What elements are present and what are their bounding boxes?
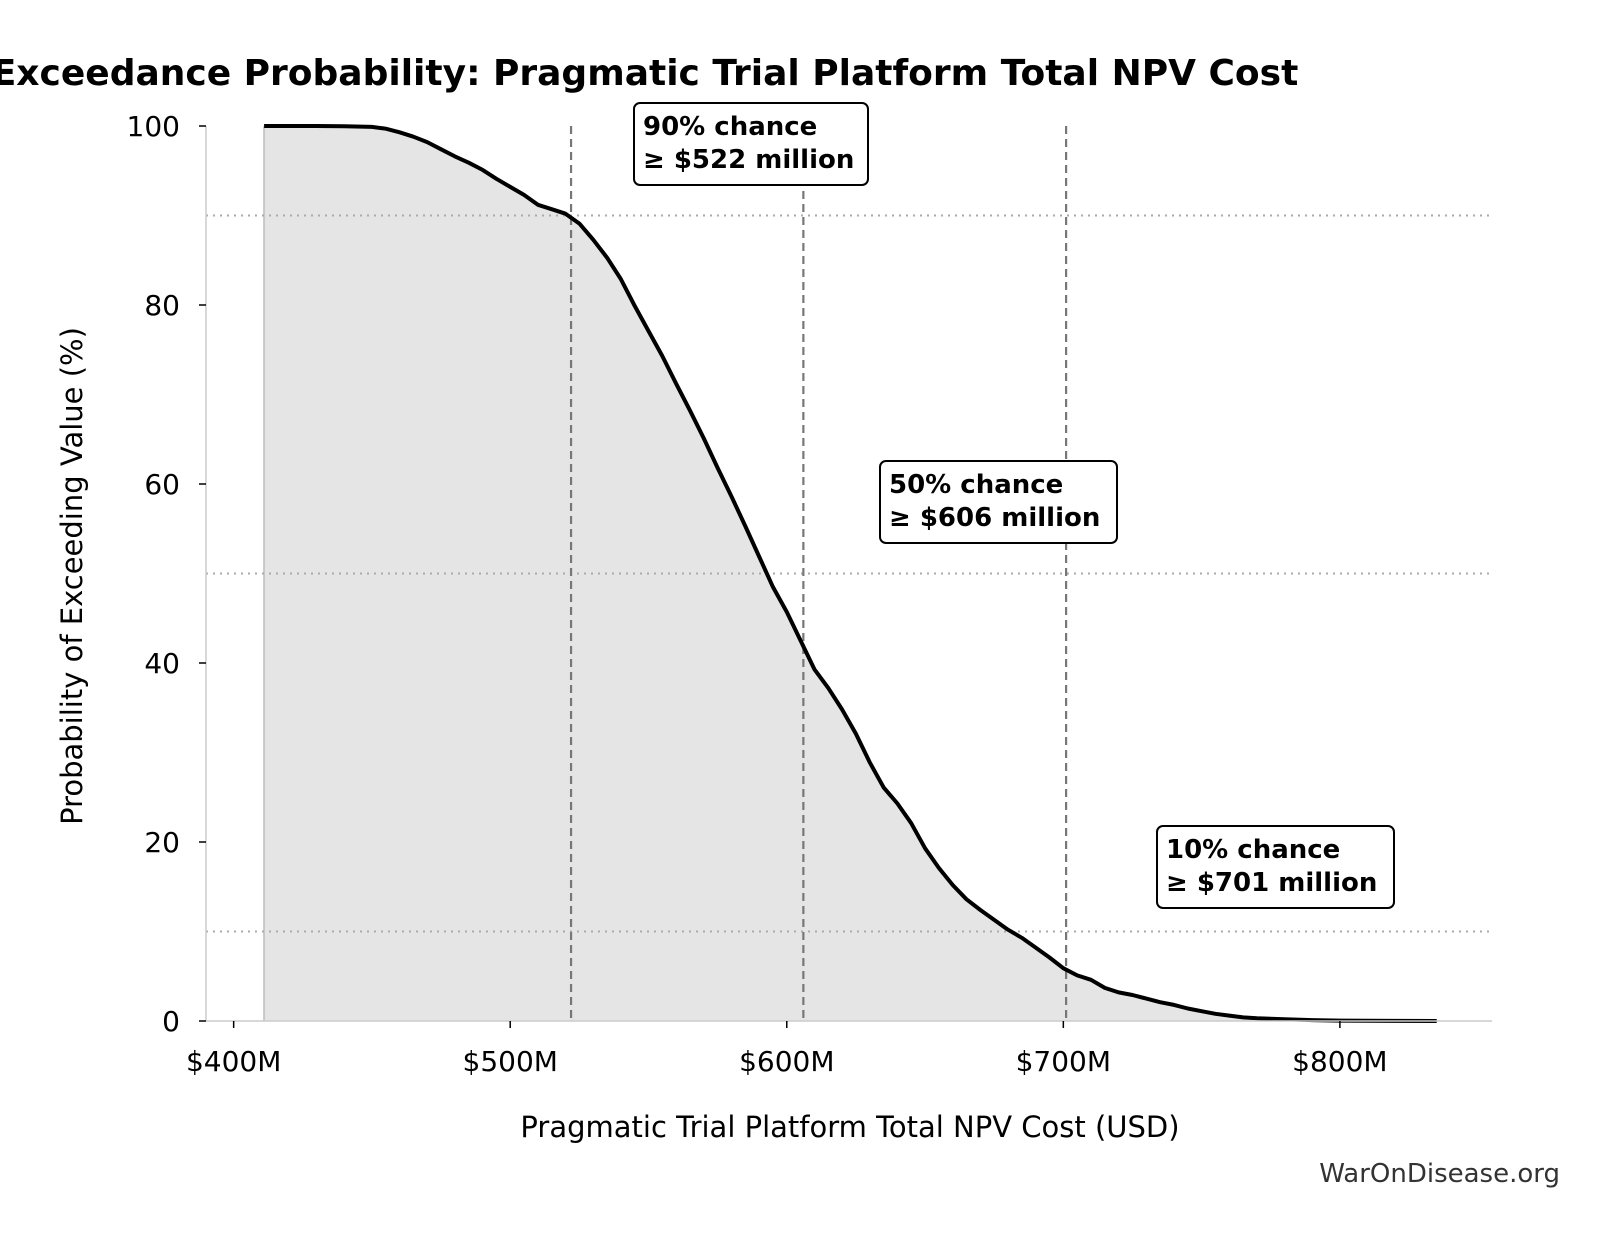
annotation-box-p90 [633, 102, 869, 186]
annotation-p90-line2: ≥ $522 million [643, 145, 854, 175]
x-axis-ticks: $400M $500M $600M $700M $800M [186, 1021, 1388, 1078]
x-tick-label: $500M [463, 1045, 558, 1078]
annotation-p50-line1: 50% chance [889, 470, 1063, 500]
x-tick-label: $700M [1016, 1045, 1111, 1078]
annotation-p50: 50% chance ≥ $606 million [879, 460, 1118, 544]
y-tick-label: 60 [144, 468, 180, 501]
exceedance-area-fill [264, 126, 1437, 1021]
vertical-reference-lines [569, 126, 1068, 1021]
y-tick-label: 0 [162, 1005, 180, 1038]
x-axis-label: Pragmatic Trial Platform Total NPV Cost … [520, 1110, 1179, 1144]
x-tick-label: $600M [739, 1045, 834, 1078]
annotation-box-p50 [879, 460, 1118, 544]
y-tick-label: 100 [127, 110, 180, 143]
watermark: WarOnDisease.org [1319, 1159, 1560, 1189]
annotation-p90-line1: 90% chance [643, 112, 817, 142]
y-tick-label: 40 [144, 647, 180, 680]
y-tick-label: 80 [144, 289, 180, 322]
y-axis-ticks: 0 20 40 60 80 100 [127, 110, 206, 1038]
horizontal-reference-gridlines [206, 126, 1492, 1021]
annotation-p10-line2: ≥ $701 million [1166, 868, 1377, 898]
y-tick-label: 20 [144, 826, 180, 859]
y-axis-label: Probability of Exceeding Value (%) [55, 327, 89, 825]
annotation-p90: 90% chance ≥ $522 million [633, 102, 869, 186]
chart-title: Exceedance Probability: Pragmatic Trial … [0, 53, 1298, 94]
annotation-box-p10 [1156, 825, 1395, 909]
annotation-p50-line2: ≥ $606 million [889, 503, 1100, 533]
annotations: 90% chance ≥ $522 million 50% chance ≥ $… [633, 102, 1395, 909]
annotation-p10: 10% chance ≥ $701 million [1156, 825, 1395, 909]
exceedance-curve-line [264, 124, 1437, 1023]
plot-area: $400M $500M $600M $700M $800M 0 20 40 60 80 100 [127, 110, 1492, 1078]
x-tick-label: $800M [1292, 1045, 1387, 1078]
annotation-p10-line1: 10% chance [1166, 835, 1340, 865]
x-tick-label: $400M [186, 1045, 281, 1078]
